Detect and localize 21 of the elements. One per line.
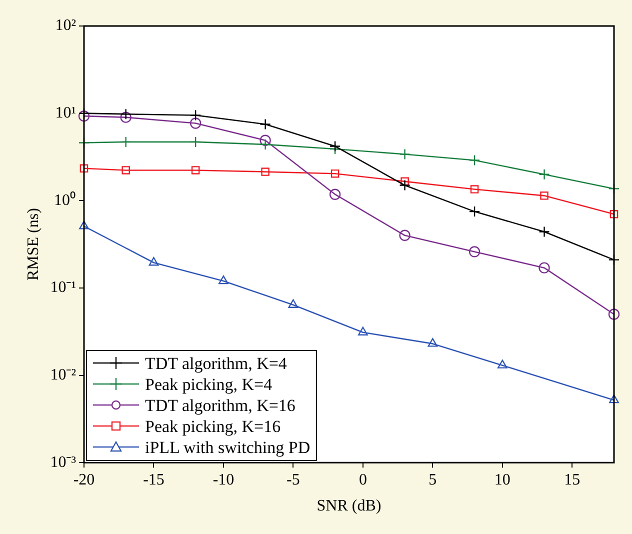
legend-label: Peak picking, K=4 [144,374,272,395]
x-axis-title: SNR (dB) [316,498,382,515]
y-tick-label: 10² [55,17,76,34]
y-tick-label: 10⁻² [50,366,76,384]
legend-label: TDT algorithm, K=4 [144,352,287,374]
y-tick-label: 10⁻³ [50,454,76,471]
y-tick-label: 10⁻¹ [50,279,76,296]
x-tick-label: -20 [73,471,95,488]
y-tick-label: 10¹ [55,104,76,122]
legend-label: TDT algorithm, K=16 [144,394,296,416]
x-tick-label: 15 [564,471,580,488]
legend-label: iPLL with switching PD [144,436,310,458]
x-tick-label: 0 [358,471,367,488]
legend-label: Peak picking, K=16 [144,416,281,437]
x-tick-label: 10 [494,471,510,488]
x-tick-label: -5 [286,471,300,488]
x-tick-label: -10 [212,471,234,488]
y-axis-title: RMSE (ns) [24,208,42,281]
x-tick-label: 5 [428,471,437,488]
x-tick-label: -15 [143,471,164,488]
y-tick-label: 10⁰ [54,190,76,209]
